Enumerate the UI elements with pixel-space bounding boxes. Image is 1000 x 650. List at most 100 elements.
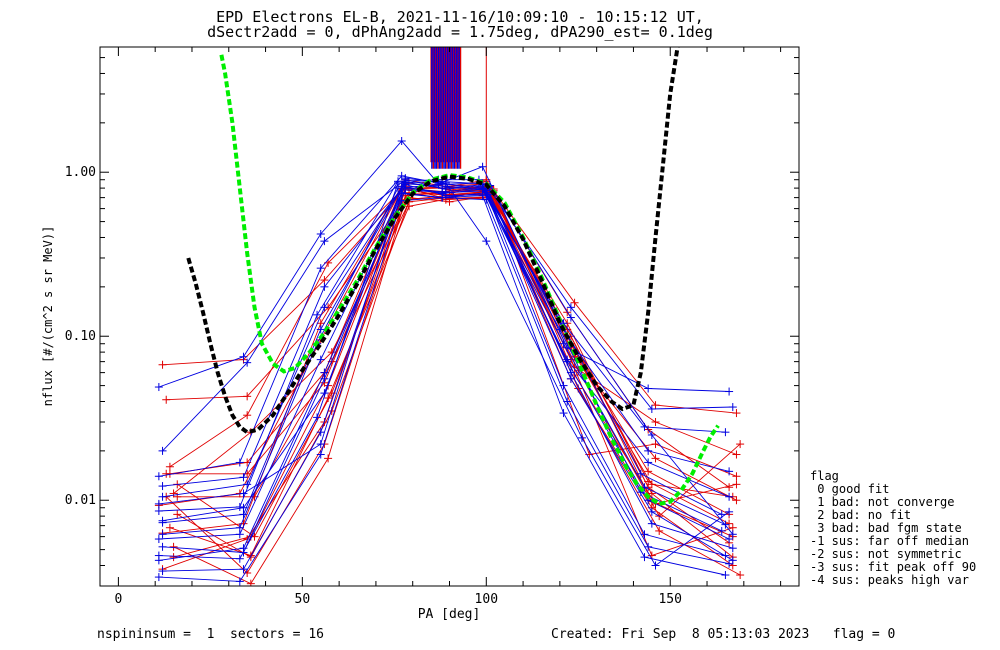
x-axis-label: PA [deg] xyxy=(418,607,481,622)
data-point xyxy=(239,489,248,498)
data-point xyxy=(154,472,163,481)
data-point xyxy=(721,571,730,580)
data-point xyxy=(647,430,656,439)
data-point xyxy=(154,383,163,392)
data-point xyxy=(482,186,491,195)
data-point xyxy=(736,571,745,580)
footer-created-info: Created: Fri Sep 8 05:13:03 2023 flag = … xyxy=(551,627,896,642)
data-point xyxy=(235,577,244,586)
data-point xyxy=(725,492,734,501)
legend-title: flag xyxy=(810,469,839,483)
data-point xyxy=(243,358,252,367)
data-point xyxy=(397,182,406,191)
legend-item: 1 bad: not converge xyxy=(810,495,955,509)
fit2-curve xyxy=(186,47,680,435)
data-point xyxy=(316,355,325,364)
data-point xyxy=(243,469,252,478)
legend-item: -1 sus: far off median xyxy=(810,534,969,548)
data-point xyxy=(239,473,248,482)
data-point xyxy=(644,542,653,551)
data-point xyxy=(438,189,447,198)
data-point xyxy=(647,519,656,528)
data-point xyxy=(320,237,329,246)
data-point xyxy=(320,389,329,398)
data-point xyxy=(316,450,325,459)
data-point xyxy=(324,394,333,403)
data-point xyxy=(647,507,656,516)
data-point xyxy=(651,454,660,463)
data-point xyxy=(239,544,248,553)
data-point xyxy=(721,428,730,437)
data-point xyxy=(154,556,163,565)
data-point xyxy=(316,440,325,449)
data-point xyxy=(725,387,734,396)
data-point xyxy=(482,237,491,246)
data-point xyxy=(441,185,450,194)
data-point xyxy=(173,510,182,519)
data-point xyxy=(647,404,656,413)
data-point xyxy=(243,411,252,420)
data-point xyxy=(158,542,167,551)
legend-item: 2 bad: no fit xyxy=(810,508,912,522)
x-tick-label: 100 xyxy=(475,592,498,607)
fit-curve xyxy=(219,54,720,507)
series-line xyxy=(169,182,737,501)
data-point xyxy=(316,264,325,273)
data-point xyxy=(173,492,182,501)
data-point xyxy=(559,409,568,418)
data-point xyxy=(154,535,163,544)
data-point xyxy=(728,556,737,565)
data-point xyxy=(158,530,167,539)
data-point xyxy=(235,523,244,532)
blue-series xyxy=(154,136,737,586)
data-point xyxy=(239,565,248,574)
data-point xyxy=(725,507,734,516)
data-point xyxy=(644,446,653,455)
data-point xyxy=(566,374,575,383)
data-point xyxy=(717,526,726,535)
data-point xyxy=(169,489,178,498)
data-point xyxy=(158,360,167,369)
data-point xyxy=(320,303,329,312)
data-point xyxy=(559,339,568,348)
data-point xyxy=(566,313,575,322)
data-point xyxy=(647,551,656,560)
data-point xyxy=(397,136,406,145)
data-point xyxy=(651,401,660,410)
data-point xyxy=(158,516,167,525)
data-point xyxy=(316,230,325,239)
data-point xyxy=(725,467,734,476)
legend-item: -2 sus: not symmetric xyxy=(810,547,962,561)
data-point xyxy=(324,454,333,463)
data-point xyxy=(732,480,741,489)
legend-item: -4 sus: peaks high var xyxy=(810,573,969,587)
data-point xyxy=(732,409,741,418)
data-point xyxy=(732,496,741,505)
data-point xyxy=(154,573,163,582)
data-point xyxy=(162,395,171,404)
data-point xyxy=(235,502,244,511)
legend-item: 0 good fit xyxy=(810,482,890,496)
x-tick-label: 0 xyxy=(114,592,122,607)
data-point xyxy=(644,384,653,393)
chart-title-line-1: EPD Electrons EL-B, 2021-11-16/10:09:10 … xyxy=(216,8,704,26)
data-point xyxy=(169,542,178,551)
data-point xyxy=(239,503,248,512)
legend-item: -3 sus: fit peak off 90 xyxy=(810,560,977,574)
data-point xyxy=(165,462,174,471)
y-tick-label: 1.00 xyxy=(65,165,96,180)
data-point xyxy=(728,544,737,553)
data-point xyxy=(243,392,252,401)
x-tick-label: 50 xyxy=(295,592,311,607)
y-axis-label: nflux [#/(cm^2 s sr MeV)] xyxy=(41,226,55,407)
data-point xyxy=(728,530,737,539)
data-point xyxy=(563,355,572,364)
data-point xyxy=(165,523,174,532)
data-point xyxy=(566,303,575,312)
data-point xyxy=(239,352,248,361)
data-point xyxy=(235,458,244,467)
data-point xyxy=(725,559,734,568)
data-point xyxy=(725,519,734,528)
data-point xyxy=(393,184,402,193)
data-point xyxy=(154,499,163,508)
